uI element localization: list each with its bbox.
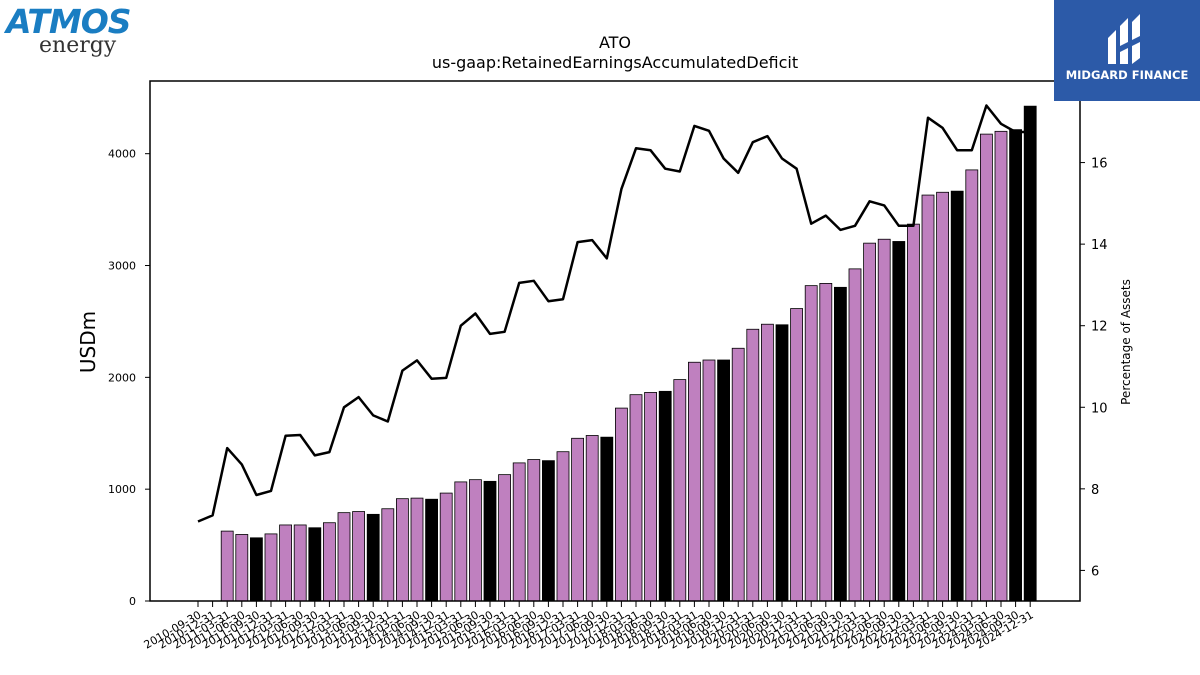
bar-2023-09-30 xyxy=(950,190,964,602)
y-tick-label: 4000 xyxy=(108,148,136,161)
bar-2018-12-31 xyxy=(673,379,687,602)
bar-2021-09-30 xyxy=(834,286,847,602)
bar-2024-12-31 xyxy=(1023,105,1037,602)
bar-2024-06-30 xyxy=(994,130,1008,602)
y-tick-label: 2000 xyxy=(108,371,136,384)
bar-2017-09-30 xyxy=(600,436,614,602)
chart-subtitle: us-gaap:RetainedEarningsAccumulatedDefic… xyxy=(432,53,798,72)
bar-2017-12-31 xyxy=(615,407,628,602)
bar-2017-03-31 xyxy=(571,437,584,602)
bar-2023-03-31 xyxy=(921,194,935,602)
bar-2019-03-31 xyxy=(688,361,701,602)
bar-2013-03-31 xyxy=(337,512,351,602)
y2-tick-label: 16 xyxy=(1091,157,1108,172)
atmos-logo-name: ATMOS xyxy=(6,2,132,41)
bars-layer xyxy=(220,105,1037,602)
plot-frame xyxy=(149,80,1081,602)
y2-axis-label: Percentage of Assets xyxy=(1119,279,1133,405)
y2-tick-label: 6 xyxy=(1091,564,1099,579)
bar-2014-06-30 xyxy=(410,497,424,602)
bar-2021-06-30 xyxy=(819,283,833,602)
atmos-energy-logo: ATMOS energy xyxy=(6,2,132,60)
midgard-logo-text: MIDGARD FINANCE xyxy=(1065,68,1189,82)
bar-2020-03-31 xyxy=(746,328,760,602)
y-tick-label: 1000 xyxy=(108,483,136,496)
bar-2016-09-30 xyxy=(542,460,555,602)
bar-2022-09-30 xyxy=(892,241,906,602)
bar-2011-12-31 xyxy=(264,533,278,602)
bar-2011-03-31 xyxy=(220,530,234,602)
bar-2012-12-31 xyxy=(322,522,336,602)
bar-2016-03-31 xyxy=(512,462,526,602)
bar-2022-06-30 xyxy=(877,238,891,602)
y-axis-left: 0 1000 2000 3000 4000 xyxy=(108,148,150,608)
percentage-line xyxy=(197,104,1031,523)
bar-2014-09-30 xyxy=(425,498,439,602)
bar-2019-12-31 xyxy=(731,347,745,602)
y2-tick-label: 12 xyxy=(1091,320,1108,335)
bar-2012-06-30 xyxy=(293,524,307,602)
bar-2015-12-31 xyxy=(498,474,512,602)
bar-2021-03-31 xyxy=(804,285,818,602)
midgard-mark-icon xyxy=(1108,14,1140,64)
bar-2019-06-30 xyxy=(702,359,716,602)
bar-2014-03-31 xyxy=(395,498,409,602)
bar-2013-09-30 xyxy=(366,513,380,602)
bar-2011-09-30 xyxy=(249,537,263,602)
bar-2018-03-31 xyxy=(629,394,643,602)
bar-2015-03-31 xyxy=(454,481,468,602)
bar-2020-09-30 xyxy=(775,324,789,602)
bar-2016-12-31 xyxy=(556,451,570,602)
bar-2024-09-30 xyxy=(1009,129,1022,602)
bar-2013-12-31 xyxy=(381,508,395,602)
midgard-finance-logo: MIDGARD FINANCE xyxy=(1054,0,1200,101)
bar-2013-06-30 xyxy=(352,511,366,602)
bar-2015-09-30 xyxy=(483,480,497,602)
atmos-logo-sub: energy xyxy=(39,33,117,58)
x-axis: 2010-09-302010-12-312011-03-312011-06-30… xyxy=(142,601,1036,652)
bar-2011-06-30 xyxy=(235,534,249,602)
y2-tick-label: 8 xyxy=(1091,483,1099,498)
bar-2012-09-30 xyxy=(308,527,322,602)
bar-2023-12-31 xyxy=(965,169,979,602)
y-tick-label: 0 xyxy=(129,595,136,608)
bar-2021-12-31 xyxy=(848,268,862,602)
bar-2017-06-30 xyxy=(585,435,599,602)
bar-2023-06-30 xyxy=(936,191,949,602)
bar-2024-03-31 xyxy=(980,133,993,602)
y2-tick-label: 10 xyxy=(1091,401,1108,416)
bar-2012-03-31 xyxy=(279,524,293,602)
bar-2014-12-31 xyxy=(439,492,453,602)
bar-2018-09-30 xyxy=(658,390,672,602)
bar-2019-09-30 xyxy=(717,359,730,602)
chart-title: ATO xyxy=(599,33,631,52)
y-axis-right: 6 8 10 12 14 16 xyxy=(1080,157,1108,579)
y-axis-label: USDm xyxy=(76,311,100,373)
line-layer xyxy=(197,104,1031,523)
bar-2022-12-31 xyxy=(907,223,920,602)
bar-2018-06-30 xyxy=(644,392,657,602)
y2-tick-label: 14 xyxy=(1091,238,1108,253)
bar-2016-06-30 xyxy=(527,459,541,602)
bar-2022-03-31 xyxy=(863,242,876,602)
bar-2015-06-30 xyxy=(468,479,482,602)
bar-2020-12-31 xyxy=(790,308,803,602)
y-tick-label: 3000 xyxy=(108,260,136,273)
bar-2020-06-30 xyxy=(761,323,774,602)
